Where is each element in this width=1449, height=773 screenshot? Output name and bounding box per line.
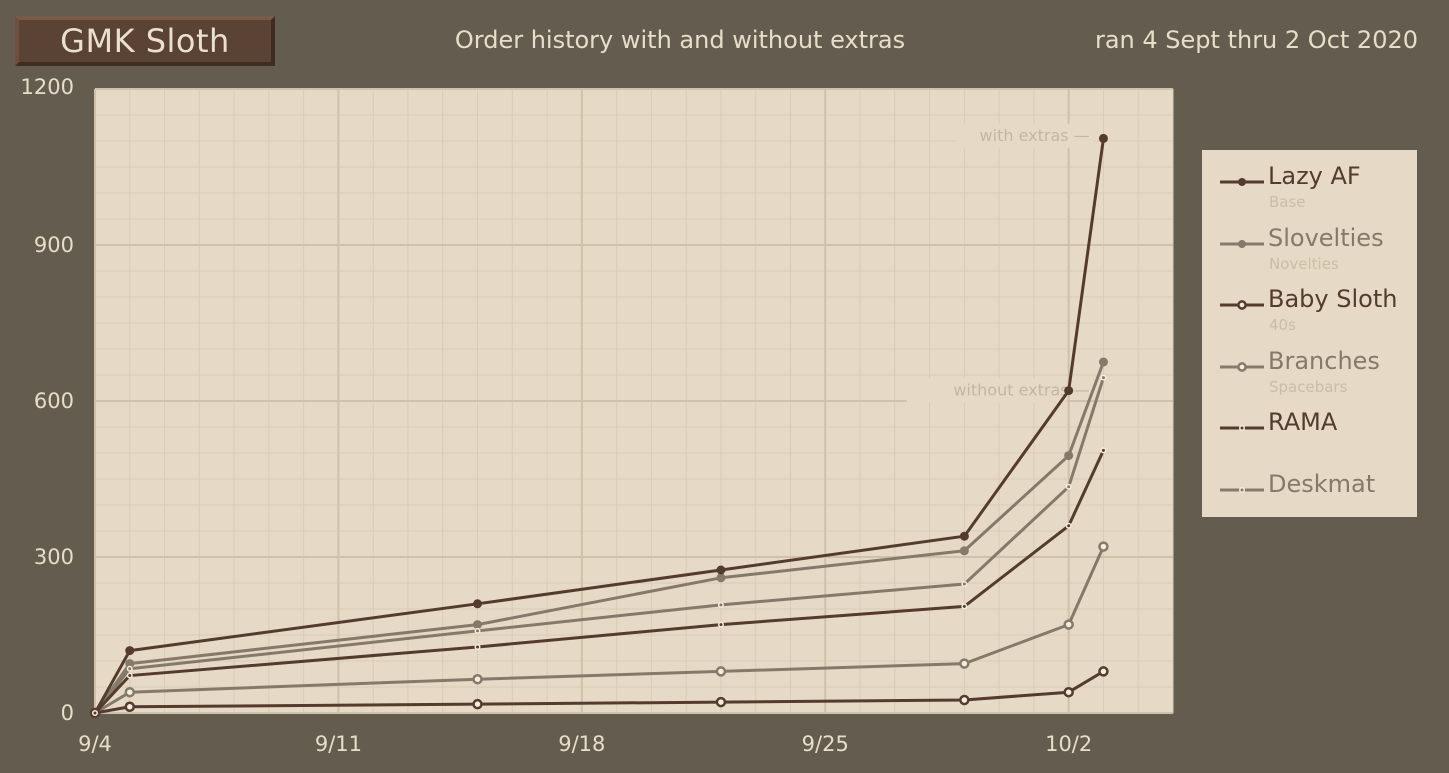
title-badge: GMK Sloth [15, 16, 275, 66]
data-point-core [128, 667, 132, 671]
x-axis-ticks: 9/4 9/11 9/18 9/25 10/2 [78, 732, 1092, 756]
y-tick-label: 300 [34, 545, 74, 569]
legend-swatch-marker [1237, 361, 1247, 372]
legend-label: Lazy AF [1268, 162, 1361, 190]
data-point [1098, 541, 1109, 552]
chart-title: GMK Sloth [60, 22, 230, 60]
y-tick-label: 600 [34, 389, 74, 413]
data-point [715, 666, 727, 677]
data-point [1098, 357, 1108, 367]
annotation-label: with extras — [980, 126, 1090, 145]
data-point [716, 573, 726, 583]
data-point-core [1101, 448, 1105, 452]
legend-swatch-marker [1238, 178, 1246, 186]
data-point-core [1067, 524, 1071, 528]
legend-swatch [1220, 300, 1264, 310]
y-axis-ticks: 0 300 600 900 1200 [21, 75, 74, 725]
data-point [959, 694, 970, 706]
x-tick-label: 9/4 [78, 732, 112, 756]
annotation-label: without extras — [953, 381, 1089, 400]
data-point [1098, 666, 1109, 677]
data-point [124, 701, 136, 713]
legend-swatch-core [1240, 426, 1244, 430]
legend-swatch [1220, 361, 1264, 372]
y-tick-label: 1200 [21, 75, 74, 99]
legend-sublabel: Spacebars [1269, 377, 1348, 396]
data-point [125, 659, 135, 669]
x-tick-label: 9/18 [558, 732, 605, 756]
data-point [124, 686, 136, 698]
legend-sublabel: Base [1269, 193, 1306, 211]
legend-swatch-marker [1237, 300, 1247, 310]
data-point [1064, 386, 1074, 396]
annotation-bg [956, 123, 1093, 148]
data-point [472, 673, 483, 685]
x-tick-label: 10/2 [1045, 732, 1092, 756]
legend-label: Deskmat [1268, 469, 1376, 498]
data-point-core [1067, 485, 1071, 489]
date-range: ran 4 Sept thru 2 Oct 2020 [1094, 26, 1418, 54]
legend-swatch-marker [1238, 239, 1246, 248]
legend-label: Slovelties [1268, 223, 1384, 252]
legend-label: RAMA [1268, 408, 1338, 436]
legend-sublabel: 40s [1269, 316, 1296, 334]
legend-swatch [1220, 239, 1264, 248]
data-point [959, 546, 969, 556]
legend-label: Branches [1268, 346, 1380, 375]
annotations: with extras — without extras — [906, 123, 1093, 403]
annotation-bg [906, 378, 1067, 403]
data-point-core [1101, 376, 1105, 380]
data-point [1098, 133, 1108, 143]
data-point [959, 658, 970, 669]
y-tick-label: 900 [34, 233, 74, 257]
data-point [473, 599, 483, 609]
data-point [715, 696, 727, 708]
data-point [716, 565, 726, 575]
data-point [959, 531, 969, 541]
data-point-core [128, 674, 132, 678]
legend-swatch [1220, 178, 1264, 186]
major-grid [94, 88, 1173, 714]
y-tick-label: 0 [61, 701, 74, 725]
data-point [472, 698, 483, 710]
x-tick-label: 9/11 [315, 732, 362, 756]
chart-subtitle: Order history with and without extras [454, 26, 906, 54]
data-point [473, 620, 483, 630]
x-tick-label: 9/25 [802, 732, 849, 756]
data-point [1063, 686, 1074, 698]
series-group [89, 133, 1109, 719]
legend-swatch [1220, 486, 1264, 493]
legend-swatch [1220, 425, 1264, 431]
data-point [1064, 451, 1074, 461]
data-point-core [476, 645, 480, 649]
data-point [125, 646, 135, 656]
legend-sublabel: Novelties [1269, 254, 1339, 273]
data-point-core [719, 623, 723, 627]
legend-label: Baby Sloth [1268, 285, 1398, 313]
data-point-core [962, 604, 966, 608]
legend: Lazy AF Base Slovelties Novelties Baby Sloth… [1202, 150, 1417, 517]
data-point-core [962, 582, 966, 586]
data-point [1063, 619, 1074, 630]
data-point-core [719, 603, 723, 607]
legend-swatch-core [1240, 488, 1244, 491]
data-point-core [476, 629, 480, 633]
data-point-core [93, 711, 97, 715]
